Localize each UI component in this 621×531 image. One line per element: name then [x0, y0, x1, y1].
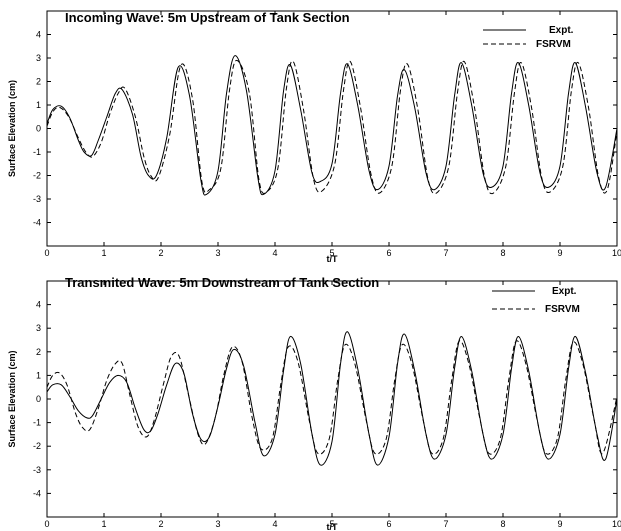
- chart-title-top: Incoming Wave: 5m Upstream of Tank Secti…: [65, 10, 350, 25]
- legend-top: Expt. FSRVM: [483, 25, 574, 50]
- x-tick-label-top: 5: [329, 248, 334, 258]
- y-axis-label-top: Surface Elevation (cm): [7, 80, 17, 177]
- x-tick-label-top: 9: [557, 248, 562, 258]
- x-tick-label-top: 1: [101, 248, 106, 258]
- y-tick-label-top: -2: [33, 171, 41, 181]
- x-tick-label-top: 0: [44, 248, 49, 258]
- series-line-fsrvm-bottom: [46, 340, 618, 455]
- chart-bottom: Transmited Wave: 5m Downstream of Tank S…: [7, 275, 621, 531]
- legend-label-fsrvm-top: FSRVM: [536, 39, 571, 50]
- y-tick-label-top: -4: [33, 218, 41, 228]
- axes-bottom: 0 1 2 3 4 5 6 7 8 9 10 -4 -3 -2 -1 0 1 2 3 4: [33, 281, 621, 529]
- y-tick-label-bottom: 0: [36, 394, 41, 404]
- legend-label-expt-bottom: Expt.: [552, 286, 577, 297]
- x-tick-label-top: 2: [158, 248, 163, 258]
- axes-top: 0 1 2 3 4 5 6 7 8 9 10 -4 -3 -2 -1 0 1 2 3 4: [33, 11, 621, 258]
- x-tick-label-top: 3: [215, 248, 220, 258]
- x-tick-label-bottom: 0: [44, 519, 49, 529]
- legend-bottom: Expt. FSRVM: [492, 286, 580, 315]
- y-tick-label-top: 1: [36, 100, 41, 110]
- x-tick-label-bottom: 3: [215, 519, 220, 529]
- y-tick-label-bottom: 2: [36, 347, 41, 357]
- legend-label-fsrvm-bottom: FSRVM: [545, 304, 580, 315]
- series-bottom: [46, 331, 618, 466]
- x-tick-label-top: 4: [272, 248, 277, 258]
- y-tick-label-bottom: 4: [36, 300, 41, 310]
- series-top: [46, 55, 618, 196]
- y-tick-label-bottom: 3: [36, 323, 41, 333]
- x-axis-label-top: t/T: [327, 254, 338, 264]
- series-line-fsrvm-top: [46, 59, 618, 195]
- y-tick-label-bottom: -2: [33, 441, 41, 451]
- series-line-expt-bottom: [46, 331, 618, 466]
- legend-label-expt-top: Expt.: [549, 25, 574, 36]
- y-tick-label-top: -3: [33, 194, 41, 204]
- x-tick-label-bottom: 1: [101, 519, 106, 529]
- y-tick-label-bottom: 1: [36, 370, 41, 380]
- y-tick-label-bottom: -3: [33, 465, 41, 475]
- x-axis-label-bottom: t/T: [327, 522, 338, 531]
- x-tick-label-bottom: 10: [612, 519, 621, 529]
- plot-frame-top: [46, 10, 618, 247]
- y-tick-label-top: 4: [36, 30, 41, 40]
- x-tick-label-top: 6: [386, 248, 391, 258]
- y-tick-label-bottom: -1: [33, 418, 41, 428]
- x-tick-label-bottom: 8: [500, 519, 505, 529]
- y-axis-label-bottom: Surface Elevation (cm): [7, 350, 17, 447]
- x-tick-label-bottom: 6: [386, 519, 391, 529]
- series-line-expt-top: [46, 55, 618, 196]
- y-tick-label-top: -1: [33, 147, 41, 157]
- chart-top: Incoming Wave: 5m Upstream of Tank Secti…: [7, 10, 621, 264]
- y-tick-label-bottom: -4: [33, 488, 41, 498]
- x-tick-label-bottom: 9: [557, 519, 562, 529]
- y-tick-label-top: 2: [36, 77, 41, 87]
- y-tick-label-top: 0: [36, 124, 41, 134]
- x-tick-label-bottom: 5: [329, 519, 334, 529]
- chart-title-bottom: Transmited Wave: 5m Downstream of Tank S…: [65, 275, 379, 290]
- x-tick-label-bottom: 7: [443, 519, 448, 529]
- x-tick-label-bottom: 4: [272, 519, 277, 529]
- x-tick-label-top: 7: [443, 248, 448, 258]
- x-tick-label-top: 8: [500, 248, 505, 258]
- y-tick-label-top: 3: [36, 53, 41, 63]
- x-tick-label-bottom: 2: [158, 519, 163, 529]
- x-tick-label-top: 10: [612, 248, 621, 258]
